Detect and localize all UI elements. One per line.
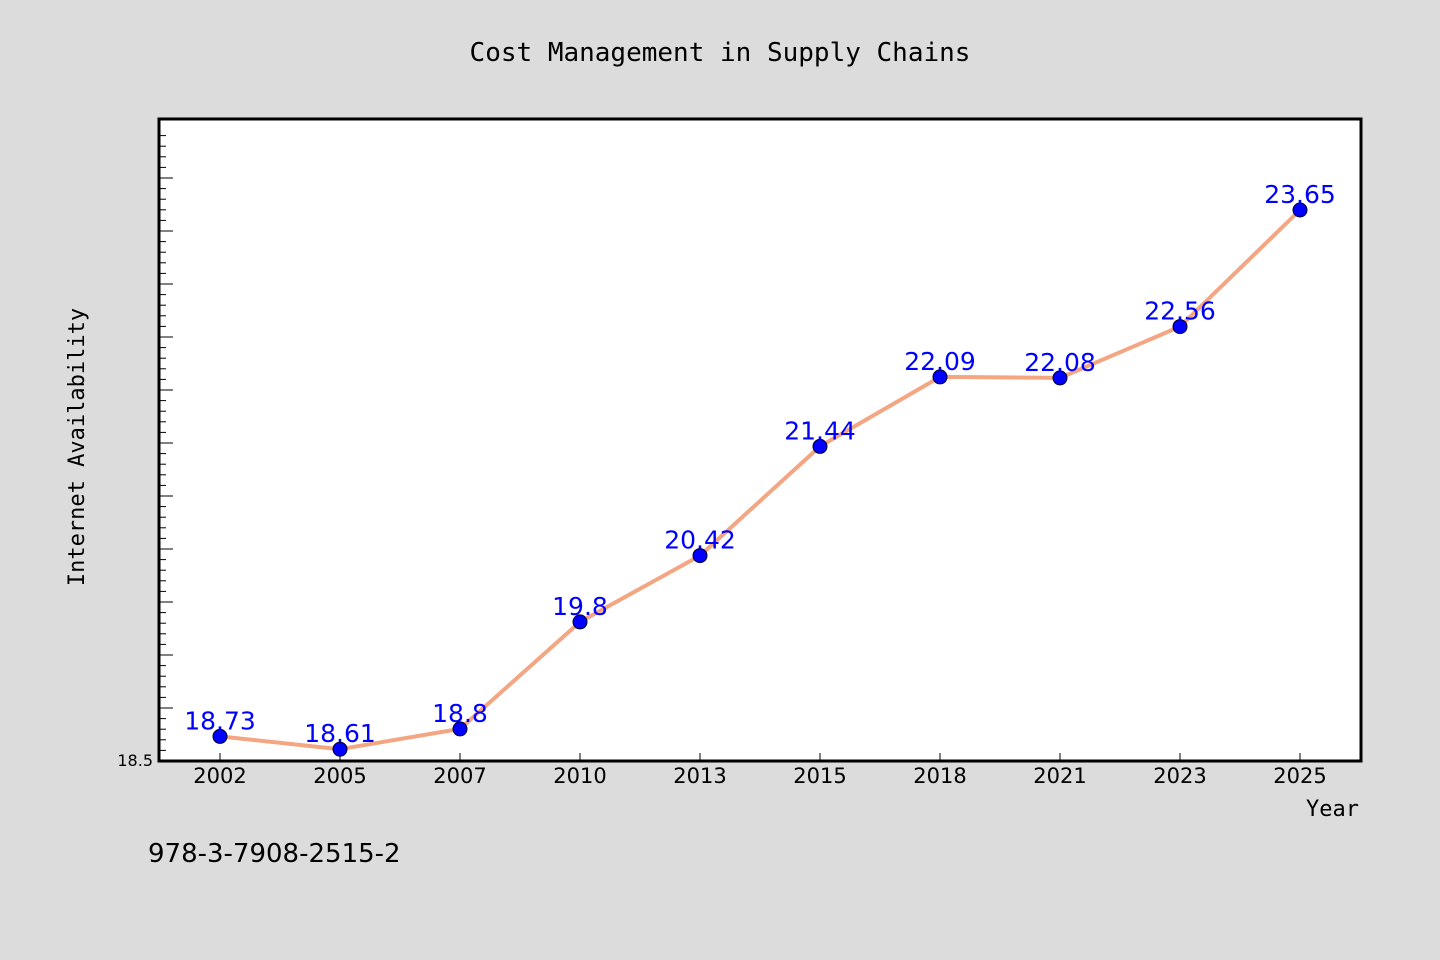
- data-label: 21.44: [784, 416, 856, 445]
- data-point: [1292, 202, 1308, 218]
- x-tick-label: 2023: [1153, 764, 1206, 788]
- data-point: [812, 438, 828, 454]
- data-label: 18.73: [184, 706, 256, 735]
- x-tick-label: 2013: [673, 764, 726, 788]
- data-point: [692, 548, 708, 564]
- x-tick-label: 2015: [793, 764, 846, 788]
- x-axis-label: Year: [1306, 797, 1359, 822]
- x-tick-label: 2005: [313, 764, 366, 788]
- x-tick-label: 2025: [1273, 764, 1326, 788]
- y-tick-label: 18.5: [117, 751, 153, 770]
- data-label: 22.08: [1024, 348, 1096, 377]
- x-tick-label: 2018: [913, 764, 966, 788]
- data-point: [572, 614, 588, 630]
- footer-identifier: 978-3-7908-2515-2: [148, 839, 401, 869]
- data-label: 18.8: [432, 699, 488, 728]
- y-axis-ticks: [159, 135, 173, 762]
- x-tick-label: 2010: [553, 764, 606, 788]
- x-tick-label: 2002: [193, 764, 246, 788]
- x-tick-label: 2021: [1033, 764, 1086, 788]
- x-axis-tick-labels: 2002 2005 2007 2010 2013 2015 2018 2021 2023 2025: [193, 764, 1326, 788]
- x-tick-label: 2007: [433, 764, 486, 788]
- chart-title: Cost Management in Supply Chains: [470, 38, 971, 68]
- data-label: 22.09: [904, 347, 976, 376]
- series-markers: [212, 202, 1308, 757]
- data-point: [1052, 370, 1068, 386]
- data-point: [1172, 319, 1188, 335]
- y-axis-label: Internet Availability: [65, 308, 90, 586]
- data-point: [932, 369, 948, 385]
- data-point: [452, 721, 468, 737]
- data-point: [212, 728, 228, 744]
- data-labels: 18.73 18.61 18.8 19.8 20.42 21.44 22.09 22.08 22…: [184, 180, 1336, 748]
- plot-area: [157, 117, 1363, 763]
- data-label: 23.65: [1264, 180, 1336, 209]
- data-label: 20.42: [664, 526, 736, 555]
- data-point: [332, 741, 348, 757]
- series-line: [218, 208, 1302, 752]
- data-label: 19.8: [552, 592, 608, 621]
- data-label: 22.56: [1144, 297, 1216, 326]
- data-label: 18.61: [304, 719, 376, 748]
